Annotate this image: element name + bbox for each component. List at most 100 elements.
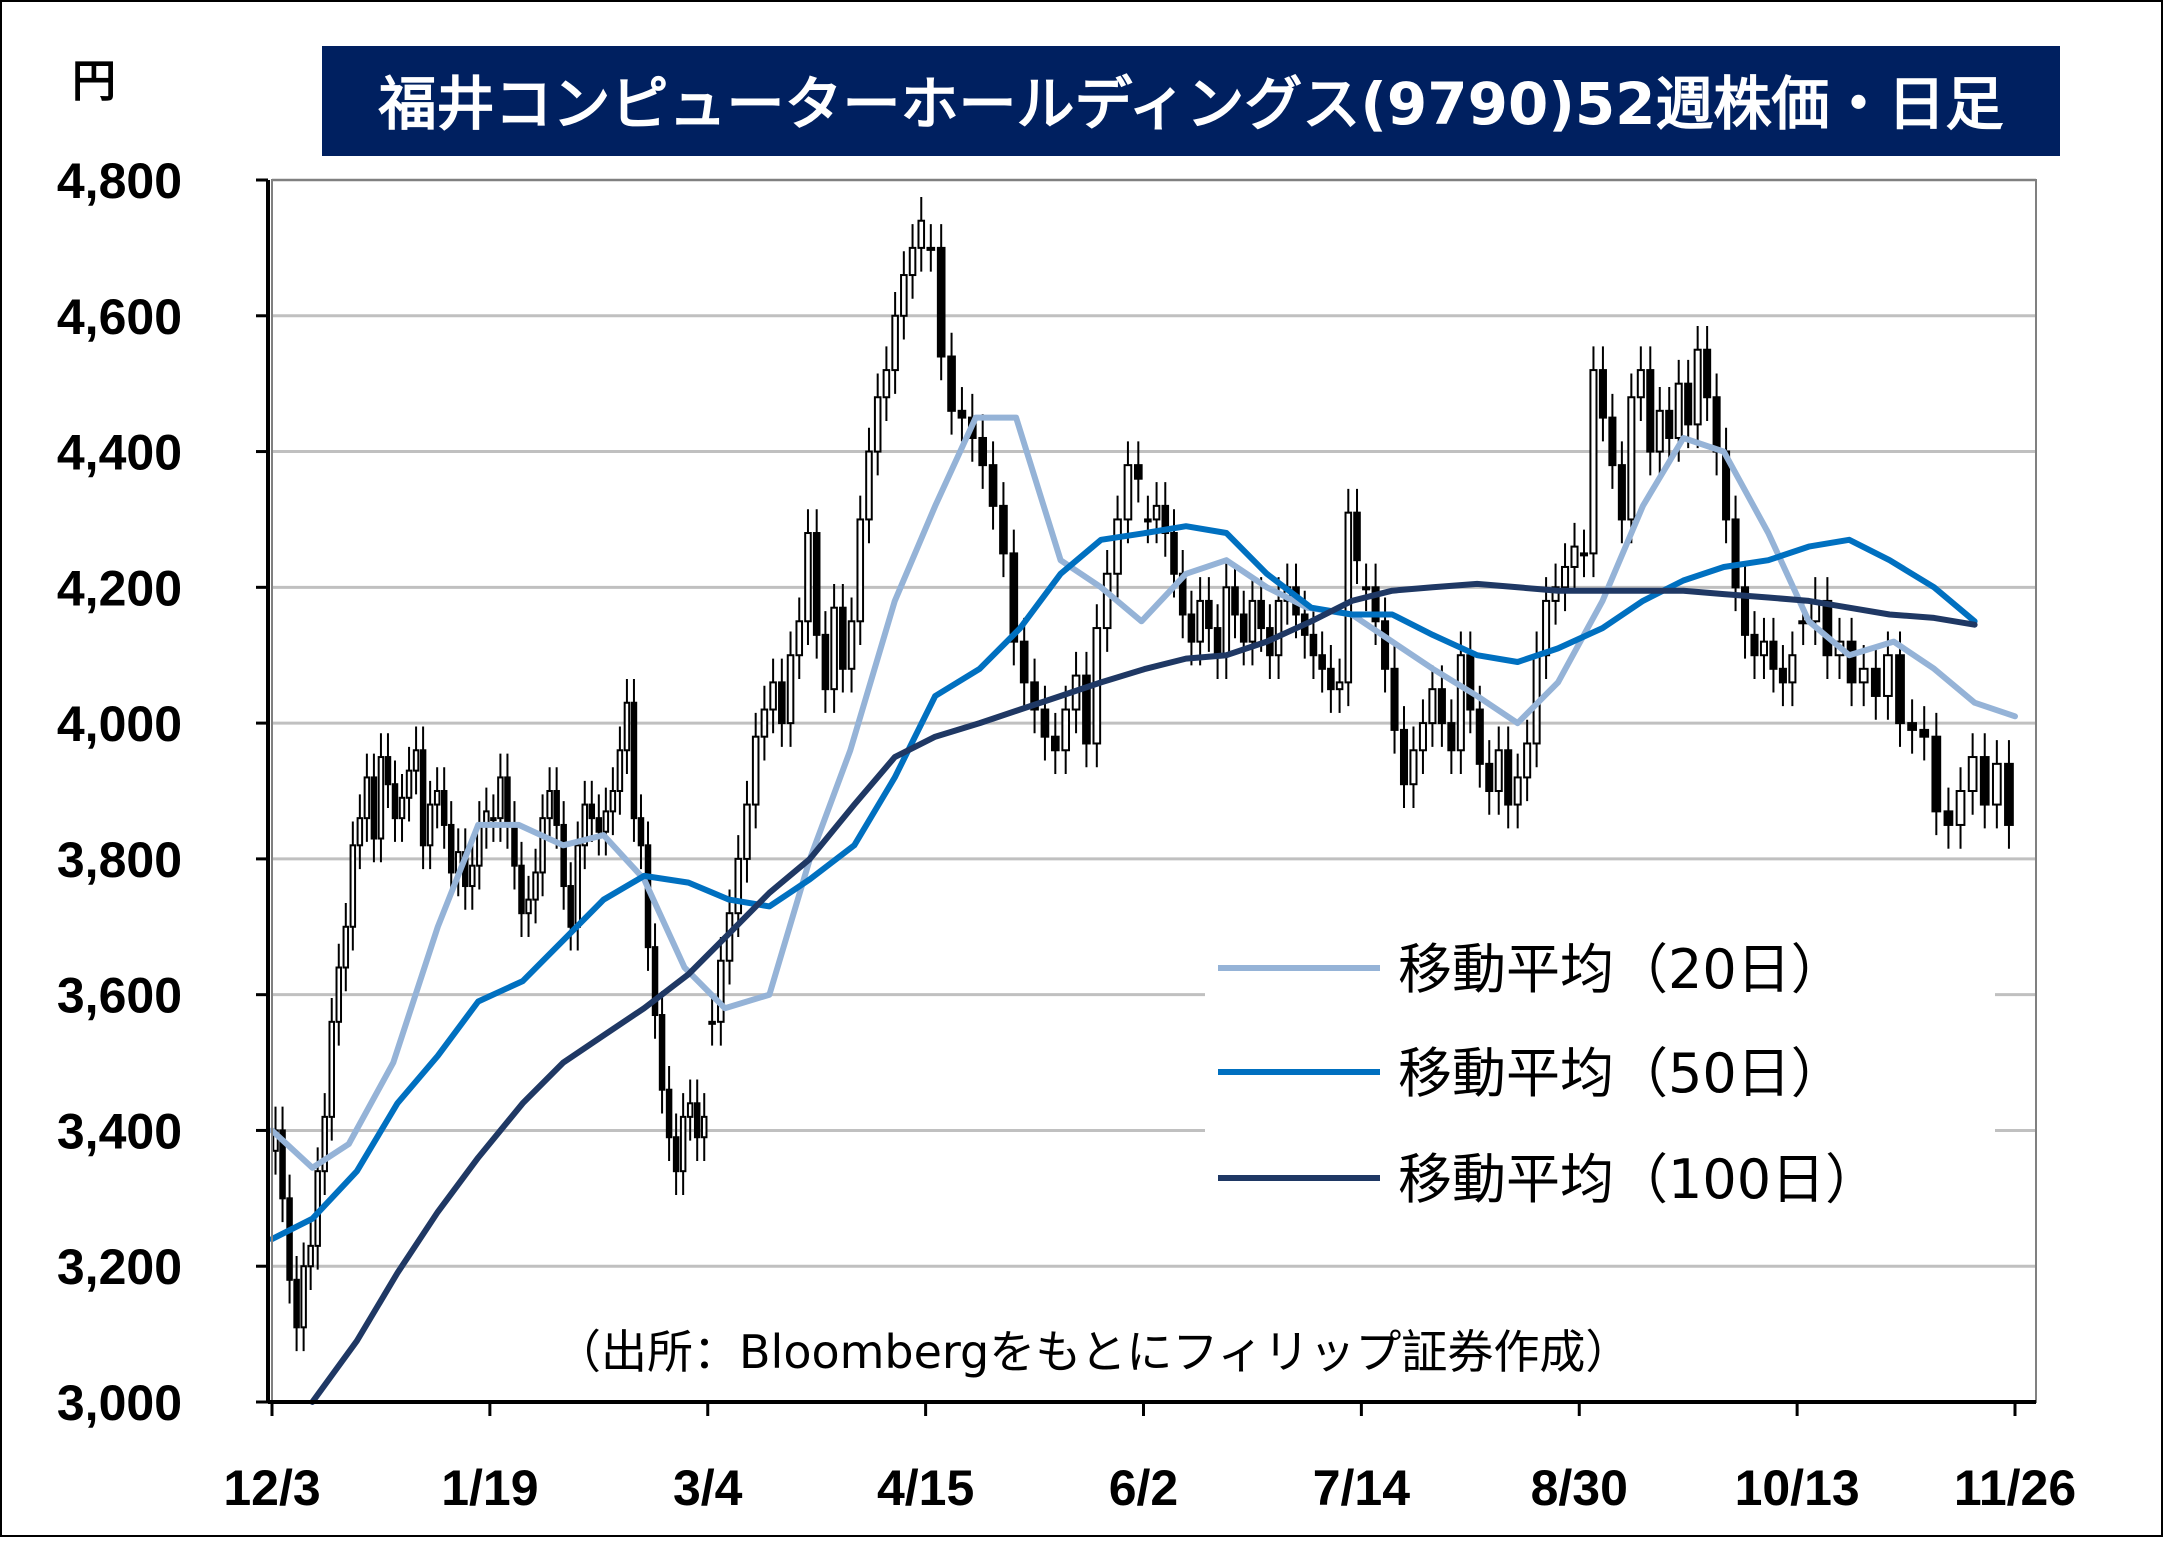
candle <box>553 767 560 849</box>
candle <box>1684 359 1693 449</box>
candle <box>1504 726 1513 829</box>
candle <box>999 482 1008 578</box>
candle <box>476 801 483 890</box>
candle <box>1722 427 1731 544</box>
candle <box>1979 733 1990 829</box>
x-tick-label: 11/26 <box>1954 1460 2076 1516</box>
candle <box>637 794 645 870</box>
candle <box>595 794 603 856</box>
candle <box>1778 645 1787 707</box>
candle <box>1485 740 1494 815</box>
candle <box>335 943 343 1046</box>
candle <box>686 1079 694 1141</box>
x-tick-label: 8/30 <box>1531 1460 1628 1516</box>
candle <box>405 746 413 822</box>
candle <box>847 597 856 693</box>
candle <box>602 787 610 856</box>
legend-label-ma100: 移動平均（100日） <box>1398 1148 1879 1211</box>
candle <box>1589 346 1598 578</box>
candle <box>1731 495 1740 612</box>
candle <box>609 767 617 836</box>
candle <box>839 583 847 693</box>
candle <box>1187 590 1196 666</box>
candle <box>1318 631 1326 693</box>
candle <box>1579 529 1589 578</box>
candle <box>743 780 751 883</box>
candle <box>1561 543 1570 612</box>
candle <box>1335 658 1344 713</box>
candle <box>751 712 760 829</box>
candle <box>1907 699 1917 754</box>
candle <box>1133 441 1143 503</box>
title-banner <box>322 46 2060 156</box>
candle <box>1239 590 1248 666</box>
candle <box>769 658 777 734</box>
candle <box>1123 441 1133 544</box>
candle <box>700 1093 708 1161</box>
candle <box>821 611 830 713</box>
candle <box>1113 495 1122 598</box>
candle <box>630 678 638 842</box>
candle <box>1895 631 1905 747</box>
candle <box>1390 645 1399 754</box>
candle <box>279 1106 286 1223</box>
candle <box>786 631 795 747</box>
chart-title: 福井コンピューターホールディングス(9790)52週株価・日足 <box>377 70 2003 138</box>
candle <box>272 1106 279 1175</box>
candle <box>539 794 546 897</box>
candle <box>1362 563 1371 612</box>
candle <box>1447 699 1456 775</box>
candle <box>1665 387 1674 462</box>
candle <box>307 1222 314 1290</box>
candle <box>812 509 821 659</box>
candle <box>734 835 743 937</box>
candle <box>988 441 998 530</box>
candle <box>398 774 406 842</box>
candle <box>1646 346 1655 476</box>
candle <box>356 794 364 870</box>
candle <box>1617 441 1626 544</box>
x-tick-label: 1/19 <box>441 1460 538 1516</box>
candle <box>1919 706 1930 761</box>
candle <box>384 733 392 808</box>
candle <box>1456 631 1465 775</box>
candle <box>321 1093 328 1195</box>
candle <box>1608 393 1617 489</box>
moving-average-lines <box>269 414 2018 1405</box>
candle <box>286 1174 293 1304</box>
x-tick-label: 4/15 <box>877 1460 974 1516</box>
candle <box>328 998 335 1141</box>
candle <box>679 1093 687 1195</box>
candle <box>504 753 511 849</box>
candle <box>616 726 624 815</box>
candle <box>1428 665 1437 747</box>
candle <box>342 903 350 992</box>
candle <box>588 780 596 842</box>
candle <box>891 292 899 394</box>
candle <box>419 726 427 870</box>
candle <box>363 753 371 842</box>
candle <box>1050 712 1060 775</box>
candle <box>882 346 891 422</box>
candle <box>978 414 988 489</box>
candle <box>830 583 838 713</box>
candle <box>1161 482 1170 557</box>
candle <box>856 495 865 646</box>
y-tick-label: 4,000 <box>57 696 182 752</box>
candle <box>433 767 441 829</box>
candle <box>377 733 385 863</box>
candle <box>525 875 532 937</box>
candle <box>1991 740 2002 829</box>
candle <box>1513 753 1522 829</box>
y-tick-label: 4,200 <box>57 560 182 616</box>
candle <box>518 841 525 937</box>
candle <box>717 936 725 1046</box>
candle <box>1598 346 1607 442</box>
legend: 移動平均（20日） 移動平均（50日） 移動平均（100日） <box>1205 922 1995 1212</box>
candle <box>1858 645 1869 707</box>
candle <box>1019 617 1029 707</box>
candle <box>1655 387 1664 476</box>
candle <box>1061 685 1071 775</box>
legend-label-ma50: 移動平均（50日） <box>1398 1042 1845 1105</box>
candle <box>1523 719 1532 802</box>
